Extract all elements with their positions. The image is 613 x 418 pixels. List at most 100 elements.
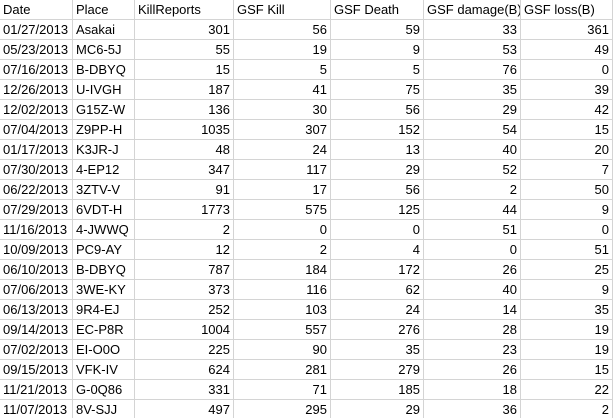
- data-cell[interactable]: 28: [424, 320, 521, 340]
- data-cell[interactable]: 15: [135, 60, 234, 80]
- data-cell[interactable]: 24: [331, 300, 424, 320]
- data-cell[interactable]: 14: [424, 300, 521, 320]
- data-cell[interactable]: 117: [234, 160, 331, 180]
- data-cell[interactable]: 295: [234, 400, 331, 418]
- data-cell[interactable]: 55: [135, 40, 234, 60]
- data-cell[interactable]: 18: [424, 380, 521, 400]
- data-cell[interactable]: 19: [521, 320, 613, 340]
- data-cell[interactable]: 11/07/2013: [0, 400, 73, 418]
- data-cell[interactable]: 2: [424, 180, 521, 200]
- data-cell[interactable]: 2: [234, 240, 331, 260]
- data-cell[interactable]: B-DBYQ: [73, 260, 135, 280]
- data-cell[interactable]: 5: [234, 60, 331, 80]
- data-cell[interactable]: 62: [331, 280, 424, 300]
- data-cell[interactable]: Asakai: [73, 20, 135, 40]
- data-cell[interactable]: 0: [521, 60, 613, 80]
- data-cell[interactable]: 22: [521, 380, 613, 400]
- data-cell[interactable]: 9: [521, 200, 613, 220]
- data-cell[interactable]: 33: [424, 20, 521, 40]
- data-cell[interactable]: 2: [521, 400, 613, 418]
- data-cell[interactable]: 5: [331, 60, 424, 80]
- data-cell[interactable]: 0: [331, 220, 424, 240]
- data-cell[interactable]: 624: [135, 360, 234, 380]
- data-cell[interactable]: 7: [521, 160, 613, 180]
- data-cell[interactable]: VFK-IV: [73, 360, 135, 380]
- data-cell[interactable]: 07/29/2013: [0, 200, 73, 220]
- data-cell[interactable]: 4-JWWQ: [73, 220, 135, 240]
- data-cell[interactable]: G-0Q86: [73, 380, 135, 400]
- data-cell[interactable]: 8V-SJJ: [73, 400, 135, 418]
- data-cell[interactable]: MC6-5J: [73, 40, 135, 60]
- data-cell[interactable]: 281: [234, 360, 331, 380]
- data-cell[interactable]: 125: [331, 200, 424, 220]
- data-cell[interactable]: 29: [424, 100, 521, 120]
- data-cell[interactable]: 71: [234, 380, 331, 400]
- data-cell[interactable]: 331: [135, 380, 234, 400]
- data-cell[interactable]: 09/14/2013: [0, 320, 73, 340]
- header-cell[interactable]: Place: [73, 0, 135, 20]
- data-cell[interactable]: 26: [424, 360, 521, 380]
- data-cell[interactable]: 56: [331, 100, 424, 120]
- data-cell[interactable]: 59: [331, 20, 424, 40]
- data-cell[interactable]: 51: [521, 240, 613, 260]
- data-cell[interactable]: Z9PP-H: [73, 120, 135, 140]
- header-cell[interactable]: KillReports: [135, 0, 234, 20]
- data-cell[interactable]: 56: [331, 180, 424, 200]
- data-cell[interactable]: 19: [521, 340, 613, 360]
- data-cell[interactable]: 56: [234, 20, 331, 40]
- data-cell[interactable]: 557: [234, 320, 331, 340]
- data-cell[interactable]: 575: [234, 200, 331, 220]
- data-cell[interactable]: 90: [234, 340, 331, 360]
- data-cell[interactable]: 75: [331, 80, 424, 100]
- data-cell[interactable]: 40: [424, 140, 521, 160]
- data-cell[interactable]: 0: [234, 220, 331, 240]
- data-cell[interactable]: 2: [135, 220, 234, 240]
- data-cell[interactable]: 39: [521, 80, 613, 100]
- data-cell[interactable]: 06/13/2013: [0, 300, 73, 320]
- data-cell[interactable]: 50: [521, 180, 613, 200]
- data-cell[interactable]: 225: [135, 340, 234, 360]
- data-cell[interactable]: 01/27/2013: [0, 20, 73, 40]
- data-cell[interactable]: 1035: [135, 120, 234, 140]
- data-cell[interactable]: 41: [234, 80, 331, 100]
- data-cell[interactable]: 11/16/2013: [0, 220, 73, 240]
- data-cell[interactable]: 17: [234, 180, 331, 200]
- data-cell[interactable]: 6VDT-H: [73, 200, 135, 220]
- data-cell[interactable]: 0: [521, 220, 613, 240]
- data-cell[interactable]: EI-O0O: [73, 340, 135, 360]
- data-cell[interactable]: 4-EP12: [73, 160, 135, 180]
- data-cell[interactable]: 06/22/2013: [0, 180, 73, 200]
- data-cell[interactable]: 361: [521, 20, 613, 40]
- data-cell[interactable]: 07/30/2013: [0, 160, 73, 180]
- data-cell[interactable]: 1004: [135, 320, 234, 340]
- data-cell[interactable]: 116: [234, 280, 331, 300]
- data-cell[interactable]: 91: [135, 180, 234, 200]
- data-cell[interactable]: 184: [234, 260, 331, 280]
- data-cell[interactable]: 42: [521, 100, 613, 120]
- data-cell[interactable]: 30: [234, 100, 331, 120]
- data-cell[interactable]: 9: [331, 40, 424, 60]
- data-cell[interactable]: 54: [424, 120, 521, 140]
- data-cell[interactable]: 11/21/2013: [0, 380, 73, 400]
- data-cell[interactable]: 103: [234, 300, 331, 320]
- header-cell[interactable]: GSF loss(B): [521, 0, 613, 20]
- data-cell[interactable]: EC-P8R: [73, 320, 135, 340]
- data-cell[interactable]: 307: [234, 120, 331, 140]
- data-cell[interactable]: 172: [331, 260, 424, 280]
- data-cell[interactable]: 20: [521, 140, 613, 160]
- data-cell[interactable]: 9: [521, 280, 613, 300]
- data-cell[interactable]: 787: [135, 260, 234, 280]
- header-cell[interactable]: GSF Kill: [234, 0, 331, 20]
- data-cell[interactable]: 06/10/2013: [0, 260, 73, 280]
- data-cell[interactable]: 29: [331, 400, 424, 418]
- data-cell[interactable]: B-DBYQ: [73, 60, 135, 80]
- data-cell[interactable]: 48: [135, 140, 234, 160]
- data-cell[interactable]: 187: [135, 80, 234, 100]
- data-cell[interactable]: 0: [424, 240, 521, 260]
- data-cell[interactable]: 24: [234, 140, 331, 160]
- data-cell[interactable]: U-IVGH: [73, 80, 135, 100]
- data-cell[interactable]: 35: [521, 300, 613, 320]
- data-cell[interactable]: K3JR-J: [73, 140, 135, 160]
- data-cell[interactable]: 1773: [135, 200, 234, 220]
- header-cell[interactable]: Date: [0, 0, 73, 20]
